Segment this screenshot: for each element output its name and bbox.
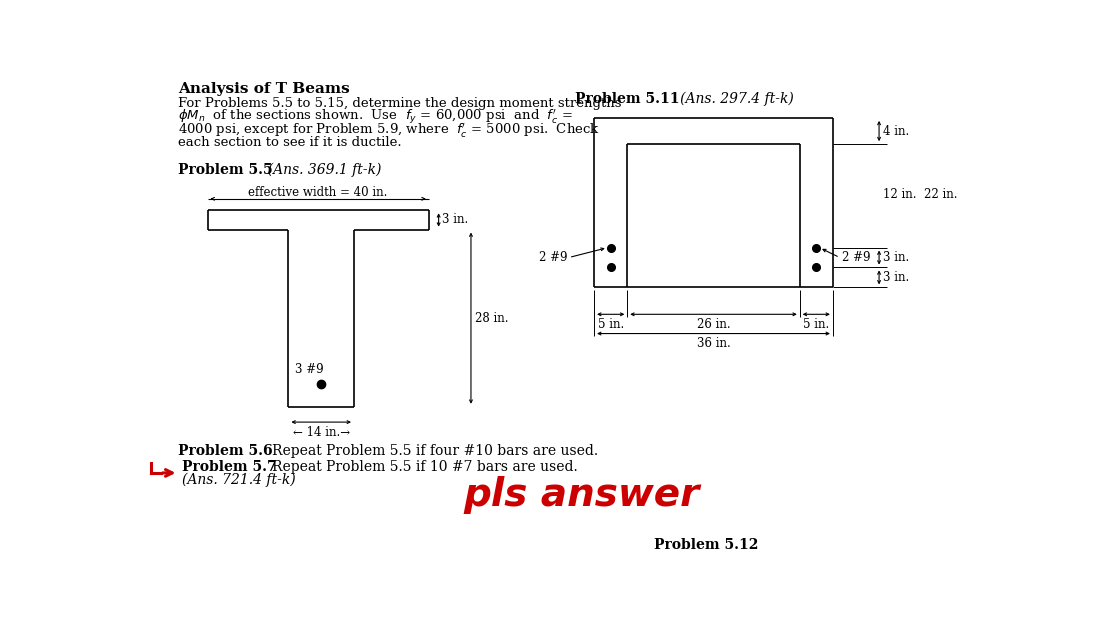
Text: (Ans. 297.4 ft-k): (Ans. 297.4 ft-k) — [667, 91, 794, 106]
Text: Problem 5.12: Problem 5.12 — [654, 538, 758, 553]
Text: 36 in.: 36 in. — [697, 337, 731, 350]
Text: Problem 5.7: Problem 5.7 — [182, 460, 276, 474]
Text: 3 #9: 3 #9 — [295, 364, 324, 376]
Text: 12 in.  22 in.: 12 in. 22 in. — [883, 188, 958, 201]
Text: Problem 5.6: Problem 5.6 — [179, 444, 273, 459]
Text: 26 in.: 26 in. — [697, 318, 731, 331]
Text: 4000 psi, except for Problem 5.9, where  $f_c'$ = 5000 psi.  Check: 4000 psi, except for Problem 5.9, where … — [179, 120, 600, 139]
Text: 3 in.: 3 in. — [442, 214, 468, 226]
Text: (Ans. 721.4 ft-k): (Ans. 721.4 ft-k) — [182, 472, 296, 487]
Text: Repeat Problem 5.5 if 10 #7 bars are used.: Repeat Problem 5.5 if 10 #7 bars are use… — [259, 460, 578, 474]
Text: Problem 5.11: Problem 5.11 — [575, 92, 679, 106]
Text: 3 in.: 3 in. — [883, 271, 909, 284]
Text: ← 14 in.→: ← 14 in.→ — [293, 426, 350, 438]
Text: 2 #9: 2 #9 — [539, 251, 567, 264]
Text: For Problems 5.5 to 5.15, determine the design moment strengths: For Problems 5.5 to 5.15, determine the … — [179, 97, 622, 110]
Text: 4 in.: 4 in. — [883, 125, 909, 137]
Text: Repeat Problem 5.5 if four #10 bars are used.: Repeat Problem 5.5 if four #10 bars are … — [259, 444, 598, 459]
Text: 3 in.: 3 in. — [883, 251, 909, 264]
Text: $\phi M_n$  of the sections shown.  Use  $f_y$ = 60,000 psi  and  $f_c'$ =: $\phi M_n$ of the sections shown. Use $f… — [179, 107, 574, 125]
Text: 2 #9: 2 #9 — [842, 251, 871, 264]
Text: Analysis of T Beams: Analysis of T Beams — [179, 82, 350, 96]
Text: 28 in.: 28 in. — [475, 312, 508, 324]
Text: 5 in.: 5 in. — [598, 318, 624, 331]
Text: pls answer: pls answer — [463, 476, 700, 514]
Text: each section to see if it is ductile.: each section to see if it is ductile. — [179, 136, 402, 149]
Text: 5 in.: 5 in. — [803, 318, 829, 331]
Text: Problem 5.5: Problem 5.5 — [179, 163, 273, 176]
Text: effective width = 40 in.: effective width = 40 in. — [248, 186, 388, 199]
Text: (Ans. 369.1 ft-k): (Ans. 369.1 ft-k) — [259, 163, 382, 177]
